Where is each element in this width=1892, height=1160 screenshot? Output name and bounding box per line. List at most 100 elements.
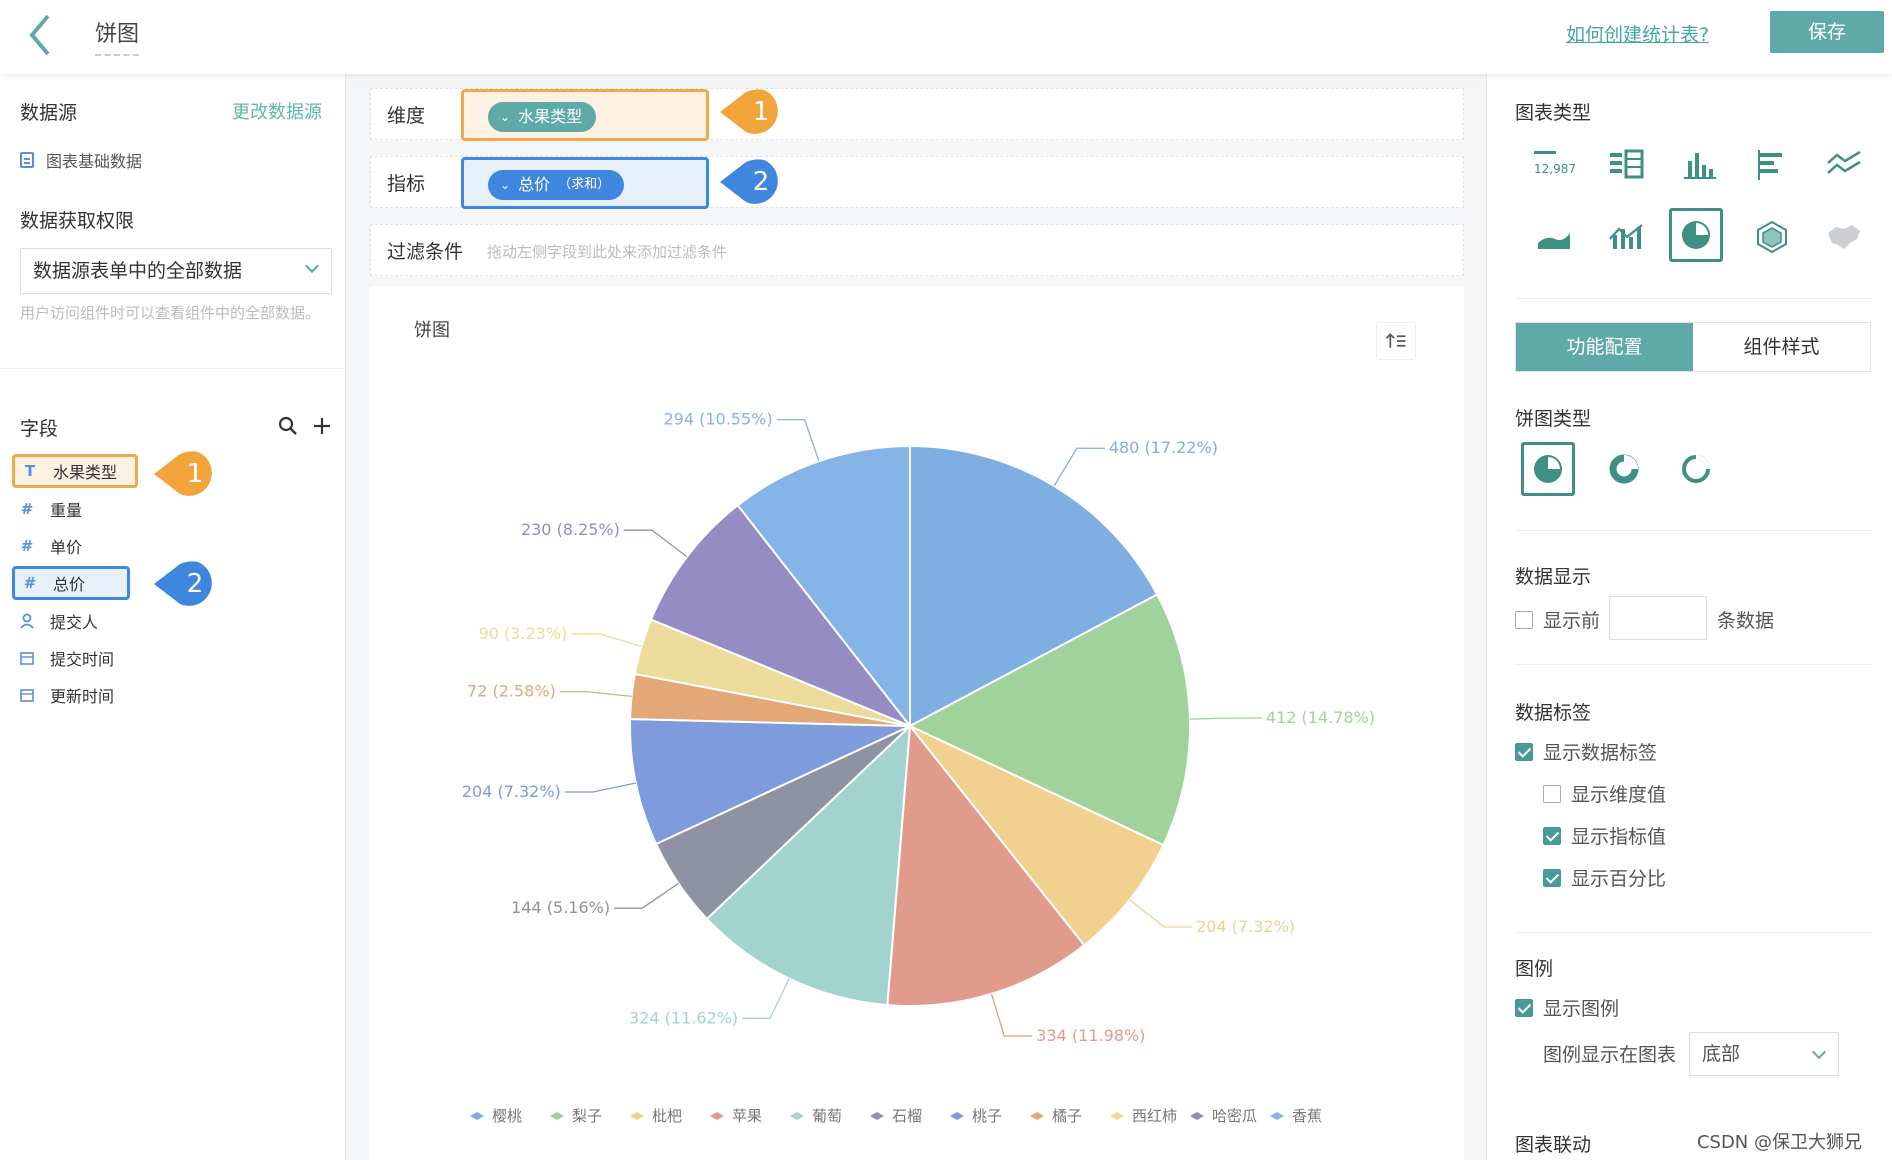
- permission-select[interactable]: 数据源表单中的全部数据: [20, 248, 332, 294]
- show-data-label-checkbox[interactable]: [1515, 742, 1533, 761]
- show-dim-value-row[interactable]: 显示维度值: [1543, 780, 1666, 807]
- tab-component-style[interactable]: 组件样式: [1743, 336, 1820, 358]
- legend-marker: [950, 1112, 964, 1120]
- show-data-label-row[interactable]: 显示数据标签: [1515, 738, 1657, 765]
- pie-slice[interactable]: [909, 444, 1159, 728]
- chart-type-metric[interactable]: 12,987: [1527, 138, 1581, 192]
- chevron-down-icon: [304, 258, 320, 274]
- field-label: 更新时间: [50, 687, 115, 706]
- field-item-unit-price[interactable]: # 单价: [12, 529, 82, 563]
- dimension-drop-zone[interactable]: ⌄ 水果类型: [461, 89, 709, 141]
- metric-number-icon: 12,987: [1534, 151, 1576, 176]
- legend-item[interactable]: 苹果: [732, 1107, 762, 1125]
- field-label: 单价: [50, 538, 83, 557]
- pie-slice[interactable]: [649, 503, 914, 729]
- show-legend-checkbox[interactable]: [1515, 998, 1533, 1017]
- field-label: 提交人: [50, 613, 99, 632]
- chart-type-column[interactable]: [1673, 138, 1727, 192]
- legend-item[interactable]: 香蕉: [1292, 1107, 1322, 1125]
- field-item-submitter[interactable]: 提交人: [12, 604, 98, 638]
- fields-title: 字段: [20, 418, 59, 440]
- chart-type-radar[interactable]: [1745, 210, 1799, 264]
- calendar-icon: [20, 689, 34, 702]
- pie-type-ring[interactable]: [1669, 442, 1723, 496]
- legend-item[interactable]: 枇杷: [652, 1107, 682, 1125]
- legend-marker: [870, 1112, 884, 1120]
- chart-type-bar[interactable]: [1745, 138, 1799, 192]
- dimension-pill[interactable]: ⌄ 水果类型: [488, 102, 597, 132]
- show-metric-value-checkbox[interactable]: [1543, 826, 1561, 845]
- legend-position-select[interactable]: 底部: [1689, 1032, 1839, 1076]
- show-percent-row[interactable]: 显示百分比: [1543, 864, 1666, 891]
- show-legend-row[interactable]: 显示图例: [1515, 994, 1619, 1021]
- line-chart-icon: [1827, 150, 1861, 174]
- chart-type-area[interactable]: [1527, 210, 1581, 264]
- filter-label: 过滤条件: [387, 241, 464, 263]
- field-label: 水果类型: [53, 463, 118, 482]
- legend-item[interactable]: 梨子: [572, 1107, 602, 1125]
- help-link[interactable]: 如何创建统计表?: [1566, 24, 1710, 46]
- dimension-row: 维度 ⌄ 水果类型: [370, 88, 1464, 141]
- show-metric-value-row[interactable]: 显示指标值: [1543, 822, 1666, 849]
- filter-row[interactable]: 过滤条件 拖动左侧字段到此处来添加过滤条件: [370, 224, 1464, 276]
- chevron-down-icon: ⌄: [500, 178, 511, 192]
- tab-function-config[interactable]: 功能配置: [1516, 323, 1693, 371]
- legend-item[interactable]: 西红柿: [1132, 1107, 1177, 1125]
- data-display-title: 数据显示: [1515, 566, 1592, 588]
- dimension-label: 维度: [387, 105, 426, 127]
- pie-slice[interactable]: [705, 723, 912, 1007]
- datasource-item[interactable]: 图表基础数据: [20, 148, 142, 172]
- pie-slice[interactable]: [907, 593, 1191, 847]
- legend-marker: [470, 1112, 484, 1120]
- legend-item[interactable]: 橘子: [1052, 1107, 1082, 1125]
- map-icon: [1828, 225, 1860, 249]
- show-top-checkbox[interactable]: [1515, 610, 1533, 629]
- divider: [1515, 664, 1871, 665]
- watermark: CSDN @保卫大狮兄: [1696, 1132, 1862, 1153]
- chart-type-map[interactable]: [1817, 210, 1871, 264]
- pie-type-donut[interactable]: [1597, 442, 1651, 496]
- legend-item[interactable]: 葡萄: [812, 1107, 842, 1125]
- legend-item[interactable]: 哈密瓜: [1212, 1107, 1257, 1125]
- annotation-badge-1: 1: [154, 450, 216, 498]
- metric-row: 指标 ⌄ 总价 （求和）: [370, 156, 1464, 209]
- field-item-submit-time[interactable]: 提交时间: [12, 641, 114, 675]
- show-percent-checkbox[interactable]: [1543, 868, 1561, 887]
- search-icon[interactable]: [278, 416, 298, 436]
- metric-drop-zone[interactable]: ⌄ 总价 （求和）: [461, 157, 709, 209]
- change-datasource-link[interactable]: 更改数据源: [232, 102, 322, 123]
- field-item-fruit-type[interactable]: T 水果类型: [12, 454, 138, 488]
- chart-type-pie[interactable]: [1669, 208, 1723, 262]
- chart-type-combo[interactable]: [1599, 210, 1653, 264]
- page-title[interactable]: 饼图: [95, 16, 140, 56]
- pie-type-solid[interactable]: [1521, 442, 1575, 496]
- label-leader-line: [776, 418, 820, 462]
- label-leader-line: [1189, 717, 1262, 720]
- chart-type-line[interactable]: [1817, 138, 1871, 192]
- back-arrow-icon[interactable]: [22, 10, 62, 60]
- chevron-down-icon: ⌄: [500, 110, 511, 124]
- top-bar: 饼图 如何创建统计表? 保存: [0, 0, 1892, 74]
- add-icon[interactable]: [312, 416, 332, 436]
- legend-marker: [630, 1112, 644, 1120]
- data-label: 72 (2.58%): [467, 682, 556, 701]
- label-leader-line: [559, 691, 632, 698]
- annotation-badge-1: 1: [720, 88, 782, 136]
- field-item-total-price[interactable]: # 总价: [12, 566, 130, 600]
- chart-type-table[interactable]: [1599, 138, 1653, 192]
- show-dim-value-checkbox[interactable]: [1543, 784, 1561, 803]
- top-count-input[interactable]: [1609, 596, 1707, 640]
- data-label: 294 (10.55%): [663, 410, 772, 429]
- legend-item[interactable]: 石榴: [892, 1107, 922, 1125]
- dimension-pill-label: 水果类型: [518, 107, 583, 126]
- legend-item[interactable]: 桃子: [972, 1107, 1002, 1125]
- field-item-weight[interactable]: # 重量: [12, 492, 82, 526]
- metric-pill[interactable]: ⌄ 总价 （求和）: [488, 170, 625, 200]
- legend-item[interactable]: 樱桃: [492, 1107, 522, 1125]
- label-leader-line: [564, 782, 636, 793]
- show-top-row[interactable]: 显示前: [1515, 606, 1600, 633]
- field-item-update-time[interactable]: 更新时间: [12, 678, 114, 712]
- metric-label: 指标: [387, 173, 426, 195]
- sort-icon[interactable]: [1376, 322, 1416, 360]
- save-button[interactable]: 保存: [1770, 11, 1884, 53]
